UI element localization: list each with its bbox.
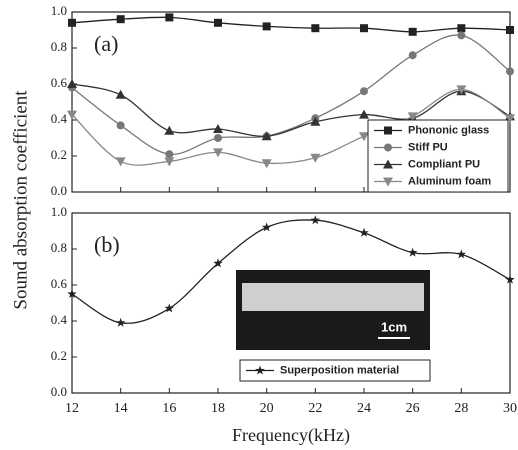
marker xyxy=(261,159,272,169)
marker xyxy=(68,18,76,27)
marker xyxy=(164,125,175,135)
marker xyxy=(456,85,467,95)
marker xyxy=(359,132,369,142)
legend-label: Compliant PU xyxy=(408,158,480,170)
marker xyxy=(360,24,368,33)
y-tick-label: 0.2 xyxy=(51,348,67,363)
inset-sample xyxy=(242,283,424,311)
x-tick-label: 30 xyxy=(503,401,517,416)
plot-frame xyxy=(71,11,511,193)
marker xyxy=(213,258,223,268)
marker xyxy=(383,177,393,187)
y-tick-label: 0.4 xyxy=(51,312,68,327)
series-line xyxy=(71,88,511,166)
y-tick-label: 1.0 xyxy=(51,3,67,18)
plot-frame xyxy=(71,212,511,394)
marker xyxy=(359,227,369,237)
series-line xyxy=(71,16,511,33)
legend-box xyxy=(239,359,431,382)
marker xyxy=(115,89,126,99)
y-tick-label: 0.8 xyxy=(51,39,67,54)
x-tick-label: 22 xyxy=(308,401,322,416)
marker xyxy=(165,13,174,22)
legend-label: Superposition material xyxy=(280,364,399,376)
marker xyxy=(164,157,175,167)
marker xyxy=(505,114,515,124)
marker xyxy=(262,22,271,31)
marker xyxy=(383,159,393,169)
y-tick-label: 0.8 xyxy=(51,240,67,255)
marker xyxy=(116,15,125,24)
marker xyxy=(213,148,223,158)
x-tick-label: 18 xyxy=(211,401,225,416)
marker xyxy=(214,134,222,142)
legend-label: Aluminum foam xyxy=(408,175,491,187)
y-tick-label: 0.2 xyxy=(51,147,67,162)
x-tick-label: 20 xyxy=(260,401,274,416)
marker xyxy=(164,303,175,313)
y-tick-label: 0.6 xyxy=(51,276,68,291)
marker xyxy=(506,67,514,76)
series-line xyxy=(71,34,511,155)
marker xyxy=(116,121,125,130)
panel-label: (b) xyxy=(94,232,120,257)
y-tick-label: 0.0 xyxy=(51,183,67,198)
y-tick-label: 0.6 xyxy=(51,75,68,90)
marker xyxy=(67,289,77,298)
y-tick-label: 1.0 xyxy=(51,204,67,219)
marker xyxy=(310,116,321,126)
series-line xyxy=(71,83,511,137)
panel-label: (a) xyxy=(94,31,118,56)
marker xyxy=(255,365,265,375)
y-axis-label: Sound absorption coefficient xyxy=(10,90,31,310)
x-tick-label: 14 xyxy=(114,401,128,416)
marker xyxy=(384,143,392,152)
marker xyxy=(407,247,418,257)
marker xyxy=(384,126,392,135)
marker xyxy=(165,150,174,159)
marker xyxy=(408,27,417,36)
marker xyxy=(311,24,320,33)
marker xyxy=(310,153,321,163)
marker xyxy=(506,26,514,34)
marker xyxy=(213,124,223,133)
x-tick-label: 16 xyxy=(162,401,176,416)
x-tick-label: 24 xyxy=(357,401,371,416)
y-tick-label: 0.4 xyxy=(51,111,68,126)
marker xyxy=(67,110,77,120)
scale-label: 1cm xyxy=(381,319,407,334)
marker xyxy=(115,157,126,167)
x-tick-label: 26 xyxy=(406,401,420,416)
marker xyxy=(505,274,515,284)
marker xyxy=(407,112,418,122)
marker xyxy=(456,249,467,259)
legend-label: Stiff PU xyxy=(408,141,448,153)
legend-label: Phononic glass xyxy=(408,124,489,136)
x-tick-label: 12 xyxy=(65,401,79,416)
marker xyxy=(457,24,466,33)
x-tick-label: 28 xyxy=(454,401,468,416)
marker xyxy=(261,222,272,232)
marker xyxy=(408,51,417,60)
y-tick-label: 0.0 xyxy=(51,384,67,399)
marker xyxy=(115,317,126,327)
marker xyxy=(360,87,368,96)
marker xyxy=(214,18,222,27)
series-line xyxy=(71,219,511,324)
marker xyxy=(261,131,272,141)
marker xyxy=(67,79,77,88)
x-axis-label: Frequency(kHz) xyxy=(232,425,350,446)
marker xyxy=(457,31,466,40)
marker xyxy=(310,215,321,225)
marker xyxy=(359,109,369,119)
